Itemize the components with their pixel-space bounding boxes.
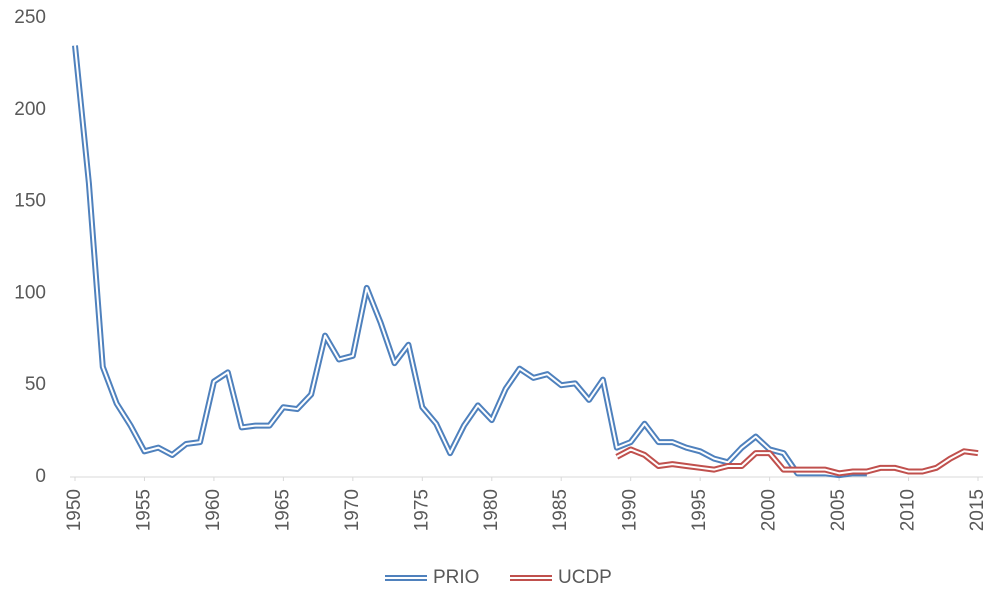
x-tick-label: 2000 (759, 489, 780, 531)
x-tick-label: 2010 (898, 489, 919, 531)
x-tick-label: 1995 (689, 489, 710, 531)
x-tick-label: 1965 (272, 489, 293, 531)
y-tick-label: 0 (35, 466, 46, 487)
x-tick-label: 1990 (620, 489, 641, 531)
x-tick-label: 1970 (342, 489, 363, 531)
x-tick-label: 1985 (550, 489, 571, 531)
x-tick-label: 2005 (828, 489, 849, 531)
series-line (72, 45, 867, 479)
x-tick-label: 1950 (64, 489, 85, 531)
x-tick-label: 2015 (967, 489, 988, 531)
legend-label: PRIO (433, 567, 479, 588)
x-tick-label: 1955 (133, 489, 154, 531)
y-tick-label: 150 (14, 191, 46, 212)
x-tick-label: 1975 (411, 489, 432, 531)
y-tick-label: 100 (14, 282, 46, 303)
series-line-inner (616, 448, 979, 475)
series-line-inner (74, 45, 867, 477)
y-tick-label: 250 (14, 7, 46, 28)
x-tick-label: 1960 (203, 489, 224, 531)
y-tick-label: 200 (14, 99, 46, 120)
y-tick-label: 50 (25, 374, 46, 395)
legend-label: UCDP (558, 567, 612, 588)
x-tick-label: 1980 (481, 489, 502, 531)
